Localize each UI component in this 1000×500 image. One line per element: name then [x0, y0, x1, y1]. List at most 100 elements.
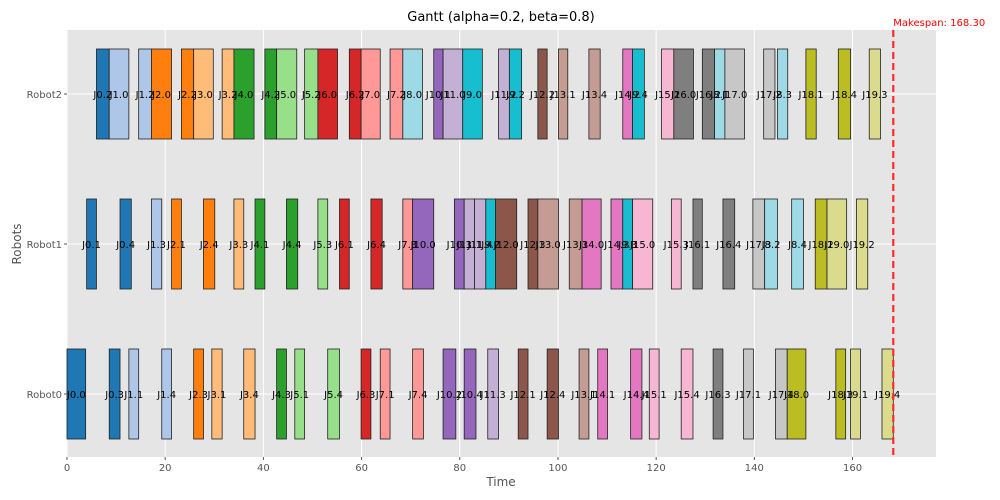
- task-label: J0.0: [66, 390, 86, 401]
- y-tick-label: Robot2: [27, 90, 62, 101]
- task-bar: [826, 198, 848, 290]
- task-label: J5.3: [312, 240, 332, 251]
- task-bar: [233, 198, 245, 290]
- task-label: J11.4: [467, 240, 493, 251]
- task-bar: [632, 198, 654, 290]
- x-tick-label: 140: [745, 463, 764, 474]
- task-label: J16.1: [684, 240, 710, 251]
- task-label: J6.0: [317, 90, 337, 101]
- task-bar: [578, 348, 590, 440]
- x-tick-label: 160: [843, 463, 862, 474]
- y-tick-label: Robot1: [27, 240, 62, 251]
- task-bar: [119, 198, 132, 290]
- task-label: J1.1: [123, 390, 143, 401]
- task-label: J4.0: [234, 90, 254, 101]
- task-bar: [412, 198, 435, 290]
- task-label: J0.2: [92, 90, 112, 101]
- task-labels: J0.0 J0.3 J1.1 J1.4 J2.3 J3.1 J3.4 J4.3 J5.1 J5.4…: [66, 90, 900, 401]
- task-label: J18.0: [783, 390, 809, 401]
- x-tick-label: 80: [453, 463, 466, 474]
- task-label: J5.0: [276, 90, 296, 101]
- task-bar: [203, 198, 216, 290]
- task-bar: [517, 348, 529, 440]
- task-bar: [630, 348, 643, 440]
- task-label: J3.0: [193, 90, 213, 101]
- task-label: J15.1: [641, 390, 667, 401]
- task-bar: [360, 48, 381, 140]
- task-label: J8.4: [787, 240, 807, 251]
- task-label: J1.2: [135, 90, 155, 101]
- task-bar: [546, 348, 559, 440]
- task-label: J4.1: [250, 240, 270, 251]
- task-bar: [670, 198, 682, 290]
- task-label: J16.4: [715, 240, 741, 251]
- task-label: J13.4: [581, 90, 607, 101]
- task-bar: [211, 348, 223, 440]
- task-label: J10.0: [410, 240, 436, 251]
- task-label: J0.1: [81, 240, 101, 251]
- task-bar: [339, 198, 350, 290]
- task-bar: [276, 48, 298, 140]
- task-label: J19.4: [874, 390, 900, 401]
- task-bar: [588, 48, 601, 140]
- task-label: J7.4: [408, 390, 428, 401]
- task-bar: [743, 348, 754, 440]
- task-label: J9.0: [462, 90, 482, 101]
- task-label: J6.3: [356, 390, 376, 401]
- task-label: J13.1: [570, 390, 596, 401]
- task-label: J17.1: [735, 390, 761, 401]
- task-label: J2.1: [166, 240, 186, 251]
- task-label: J14.3: [603, 240, 629, 251]
- task-label: J12.4: [539, 390, 565, 401]
- task-label: J1.0: [109, 90, 129, 101]
- task-label: J7.3: [397, 240, 417, 251]
- task-label: J1.4: [156, 390, 176, 401]
- task-bar: [151, 198, 163, 290]
- task-bar: [495, 198, 518, 290]
- task-bar: [508, 48, 523, 140]
- task-label: J14.2: [614, 90, 640, 101]
- x-tick-label: 0: [64, 463, 70, 474]
- task-label: J2.3: [188, 390, 208, 401]
- task-bar: [151, 48, 172, 140]
- task-bar: [254, 198, 266, 290]
- task-bar: [763, 48, 776, 140]
- task-bar: [402, 48, 423, 140]
- task-bar: [856, 198, 869, 290]
- x-tick-label: 120: [647, 463, 666, 474]
- task-label: J4.2: [260, 90, 280, 101]
- makespan-label: Makespan: 168.30: [893, 18, 985, 29]
- task-bar: [868, 48, 881, 140]
- task-bar: [233, 48, 255, 140]
- task-label: J13.0: [535, 240, 561, 251]
- task-label: J11.2: [490, 90, 516, 101]
- task-bar: [648, 348, 660, 440]
- task-bar: [850, 348, 861, 440]
- task-label: J8.0: [402, 90, 422, 101]
- task-bar: [777, 48, 789, 140]
- task-bar: [360, 348, 372, 440]
- task-bar: [379, 348, 391, 440]
- makespan-marker: Makespan: 168.30: [892, 18, 985, 457]
- task-bar: [558, 48, 569, 140]
- task-label: J4.4: [282, 240, 302, 251]
- task-bar: [537, 48, 548, 140]
- task-label: J9.2: [505, 90, 525, 101]
- task-label: J5.2: [301, 90, 321, 101]
- task-bar: [462, 48, 483, 140]
- task-label: J8.2: [761, 240, 781, 251]
- task-bar: [161, 348, 172, 440]
- task-bar: [764, 198, 778, 290]
- task-bar: [724, 48, 745, 140]
- task-bar: [442, 348, 457, 440]
- task-bar: [712, 348, 724, 440]
- task-label: J12.2: [529, 90, 555, 101]
- task-bar: [673, 48, 694, 140]
- task-bar: [171, 198, 182, 290]
- task-bar: [327, 348, 340, 440]
- task-bar: [537, 198, 559, 290]
- task-bar: [835, 348, 847, 440]
- task-label: J14.1: [589, 390, 615, 401]
- task-label: J5.1: [289, 390, 309, 401]
- task-label: J17.4: [768, 390, 794, 401]
